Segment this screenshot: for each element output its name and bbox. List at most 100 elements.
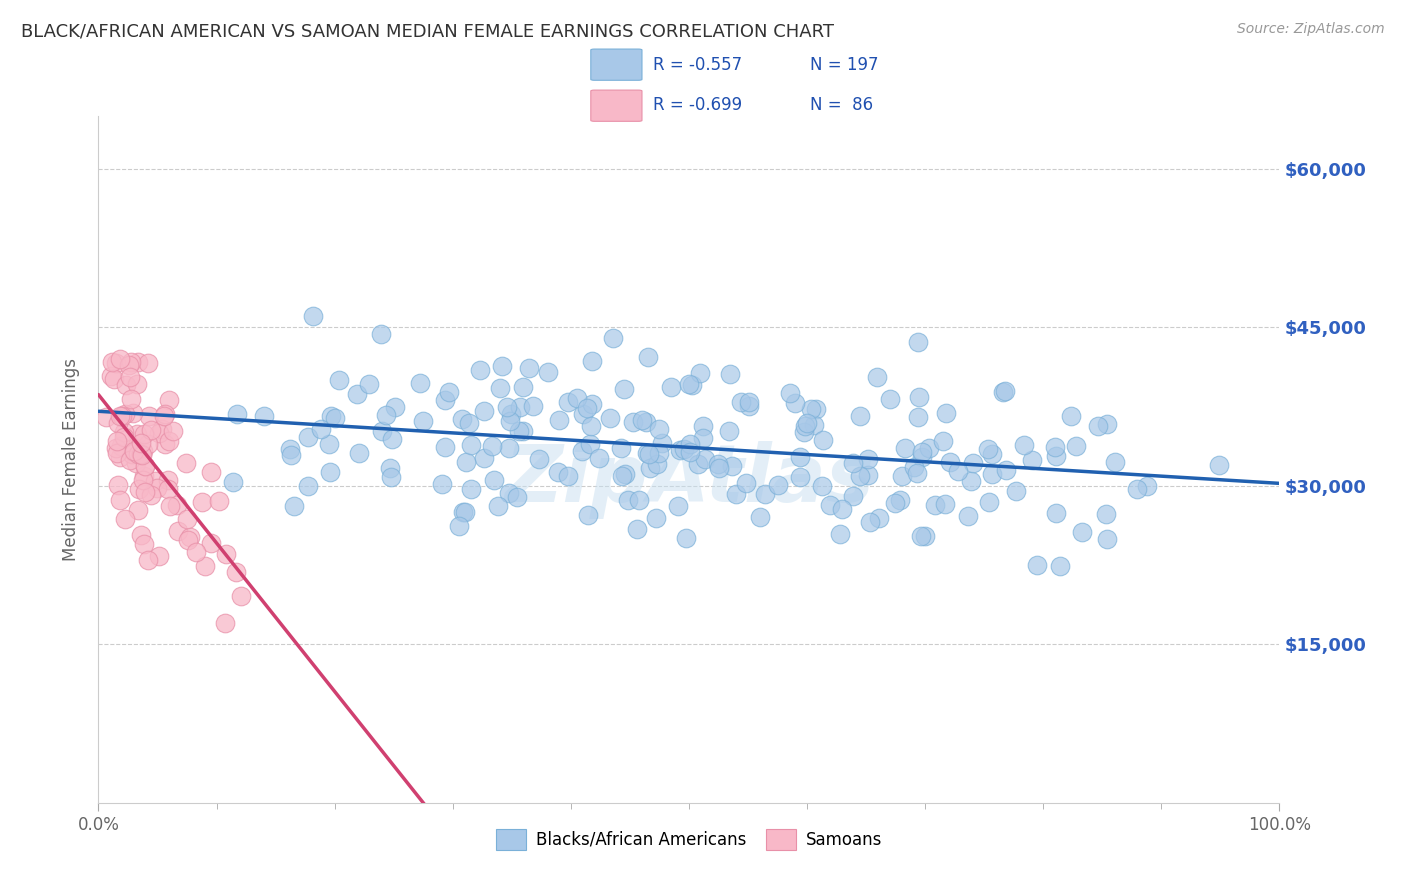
Point [474, 450, 496, 465]
Point [789, 450, 811, 465]
Point [547, 465, 569, 479]
Point [939, 455, 962, 469]
Point [94, 410, 117, 425]
Point [200, 536, 222, 550]
Point [100, 368, 122, 383]
Point [1097, 417, 1119, 431]
Point [918, 441, 941, 455]
Point [129, 436, 152, 450]
Point [132, 469, 155, 483]
Point [143, 474, 166, 488]
Point [454, 455, 477, 469]
Point [613, 382, 636, 396]
Point [804, 401, 827, 416]
Point [110, 439, 132, 453]
Point [638, 461, 661, 475]
Point [184, 545, 207, 559]
Point [695, 452, 717, 467]
Point [848, 469, 870, 483]
Point [905, 466, 928, 480]
Point [136, 356, 159, 370]
Point [449, 519, 471, 533]
Point [557, 395, 579, 409]
Text: R = -0.557: R = -0.557 [652, 55, 742, 74]
Point [738, 395, 761, 409]
Point [602, 331, 624, 345]
Point [374, 408, 396, 422]
Point [458, 417, 481, 431]
Point [842, 456, 865, 470]
Point [669, 442, 692, 457]
Point [437, 385, 460, 400]
Point [614, 467, 637, 482]
Point [148, 549, 170, 564]
Point [800, 401, 823, 416]
Point [115, 378, 138, 392]
Point [384, 400, 406, 414]
Point [666, 499, 689, 513]
Point [692, 419, 714, 434]
Point [166, 499, 188, 513]
Point [1045, 440, 1067, 454]
Point [110, 409, 132, 423]
Point [136, 437, 159, 451]
Point [105, 434, 128, 449]
Point [659, 379, 682, 393]
Point [412, 414, 434, 428]
Point [214, 615, 236, 630]
Point [907, 409, 929, 424]
Point [280, 448, 302, 462]
Point [408, 376, 430, 391]
Point [621, 415, 644, 429]
Point [616, 493, 638, 508]
Point [499, 414, 522, 428]
Point [134, 458, 156, 473]
Point [609, 441, 631, 455]
Point [645, 457, 668, 471]
Point [588, 451, 610, 466]
Point [575, 401, 598, 415]
Point [114, 512, 136, 526]
Point [108, 450, 131, 465]
Point [152, 409, 174, 423]
Point [103, 372, 125, 386]
Point [1095, 532, 1118, 546]
Point [347, 446, 370, 460]
Point [889, 493, 911, 508]
Point [191, 495, 214, 509]
Point [153, 407, 176, 421]
Point [378, 460, 401, 475]
Point [124, 442, 146, 456]
Point [766, 478, 789, 492]
Point [730, 395, 752, 409]
Point [127, 355, 149, 369]
Point [118, 358, 141, 372]
Point [721, 459, 744, 474]
Point [319, 466, 342, 480]
Point [675, 531, 697, 545]
Y-axis label: Median Female Earnings: Median Female Earnings [62, 358, 80, 561]
Text: BLACK/AFRICAN AMERICAN VS SAMOAN MEDIAN FEMALE EARNINGS CORRELATION CHART: BLACK/AFRICAN AMERICAN VS SAMOAN MEDIAN … [21, 22, 834, 40]
Point [129, 446, 152, 460]
Point [903, 459, 925, 474]
Point [645, 511, 668, 525]
Point [648, 422, 671, 436]
Point [454, 505, 477, 519]
Point [911, 450, 934, 464]
Point [811, 433, 834, 447]
Point [127, 447, 149, 461]
Point [131, 443, 153, 458]
Point [779, 385, 801, 400]
Point [934, 497, 956, 511]
Point [107, 477, 129, 491]
Point [131, 448, 153, 462]
Point [692, 431, 714, 445]
Point [297, 479, 319, 493]
Point [627, 493, 650, 508]
Point [108, 492, 131, 507]
Point [167, 524, 190, 538]
Point [162, 424, 184, 438]
Point [482, 473, 505, 487]
Point [910, 529, 932, 543]
Point [496, 400, 519, 414]
